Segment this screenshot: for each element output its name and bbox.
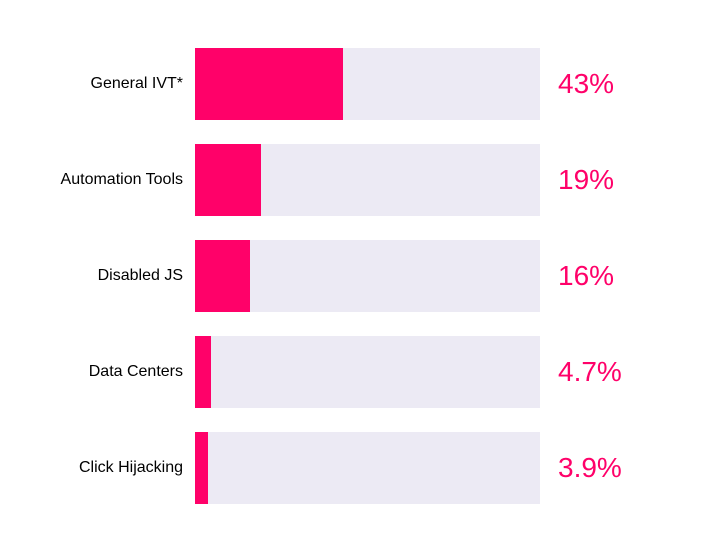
row-label: Data Centers — [40, 363, 195, 381]
chart-row: Click Hijacking 3.9% — [40, 432, 664, 504]
row-value: 3.9% — [540, 452, 622, 484]
bar-fill — [195, 48, 343, 120]
bar-fill — [195, 336, 211, 408]
bar-track — [195, 336, 540, 408]
row-value: 4.7% — [540, 356, 622, 388]
horizontal-bar-chart: General IVT* 43% Automation Tools 19% Disabl… — [40, 48, 664, 504]
bar-fill — [195, 144, 261, 216]
chart-row: Automation Tools 19% — [40, 144, 664, 216]
chart-row: General IVT* 43% — [40, 48, 664, 120]
bar-fill — [195, 240, 250, 312]
bar-track — [195, 240, 540, 312]
row-label: Disabled JS — [40, 267, 195, 285]
bar-fill — [195, 432, 208, 504]
row-value: 16% — [540, 260, 614, 292]
chart-row: Data Centers 4.7% — [40, 336, 664, 408]
row-label: Click Hijacking — [40, 459, 195, 477]
row-value: 43% — [540, 68, 614, 100]
bar-track — [195, 144, 540, 216]
bar-track — [195, 432, 540, 504]
row-value: 19% — [540, 164, 614, 196]
row-label: Automation Tools — [40, 171, 195, 189]
row-label: General IVT* — [40, 75, 195, 93]
chart-row: Disabled JS 16% — [40, 240, 664, 312]
bar-track — [195, 48, 540, 120]
